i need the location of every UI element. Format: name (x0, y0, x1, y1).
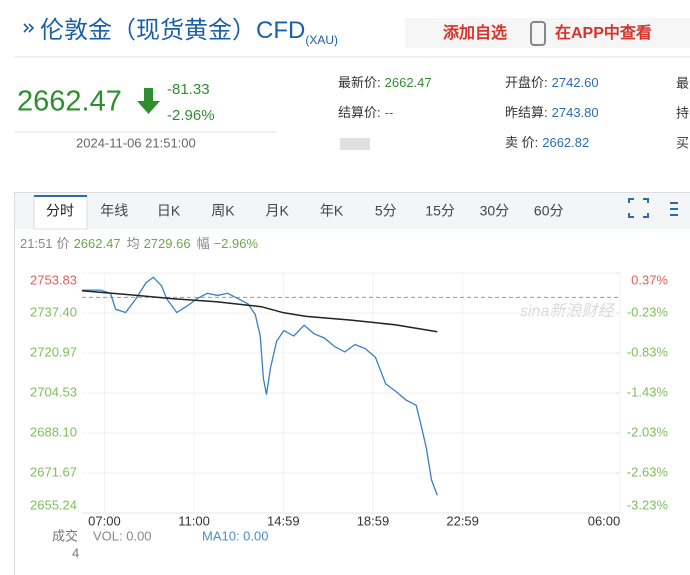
field: 昨结算: 2743.80 (505, 105, 599, 120)
chart-panel (14, 192, 690, 575)
down-arrow (137, 88, 160, 114)
field: 最新价: 2662.47 (338, 75, 432, 90)
x-tick-label: 22:59 (446, 513, 479, 528)
tab[interactable]: 年线 (100, 203, 128, 219)
info-value: −2.96% (214, 236, 259, 251)
field-value: 2662.82 (542, 135, 589, 150)
y-tick-label: 2720.97 (30, 344, 77, 359)
y2-tick-label: -1.43% (627, 384, 669, 399)
price-line (82, 276, 438, 496)
header-bar (405, 18, 690, 48)
field: 开盘价: 2742.60 (505, 75, 599, 90)
tab[interactable]: 5分 (375, 203, 397, 219)
watermark: sina新浪财经 (520, 302, 615, 320)
y-tick-label: 2753.83 (30, 272, 77, 287)
title-code: (XAU) (305, 33, 338, 47)
tab[interactable]: 日K (157, 203, 181, 219)
field-label: 卖 价: (505, 135, 538, 150)
field-value: 2743.80 (552, 105, 599, 120)
field-label: 最 (676, 75, 689, 90)
y2-tick-label: -3.23% (627, 497, 669, 512)
field-label: 买 (676, 135, 689, 150)
add-watchlist[interactable]: 添加自选 (443, 23, 507, 42)
price-line (81, 290, 438, 333)
chevron-icon (23, 23, 35, 33)
y-tick-label: 2688.10 (30, 424, 77, 439)
field-label: 持 (676, 105, 689, 120)
info-value: 2662.47 (74, 236, 121, 251)
x-tick-label: 07:00 (88, 513, 121, 528)
tab[interactable]: 年K (320, 203, 344, 219)
menu-icon[interactable] (670, 202, 678, 216)
x-tick-label: 06:00 (588, 513, 621, 528)
active-tab (33, 195, 88, 230)
field: 结算价: -- (338, 105, 393, 120)
title: 伦敦金（现货黄金）CFD(XAU) (40, 17, 338, 47)
field-label: 昨结算: (505, 105, 548, 120)
field-value: -- (385, 105, 394, 120)
y2-tick-label: -2.63% (627, 464, 669, 479)
field: 卖 价: 2662.82 (505, 135, 589, 150)
field-value: 2742.60 (552, 75, 599, 90)
fullscreen-icon[interactable] (628, 198, 649, 218)
blurred-field (340, 138, 370, 150)
price: 2662.47 (17, 86, 122, 118)
y2-tick-label: -0.83% (627, 344, 669, 359)
volume-ma: MA10: 0.00 (202, 528, 269, 543)
y-tick-label: 2655.24 (30, 497, 77, 512)
info-label: 价 (57, 236, 70, 251)
y-tick-label: 2671.67 (30, 464, 77, 479)
y2-tick-label: -2.03% (627, 424, 669, 439)
y2-tick-label: -0.23% (627, 304, 669, 319)
tab[interactable]: 60分 (534, 203, 564, 219)
info-value: 2729.66 (144, 236, 191, 251)
change-pct: -2.96% (167, 107, 215, 124)
info-line: 21:51 价 2662.47 均 2729.66 幅 −2.96% (20, 236, 258, 251)
field-label: 结算价: (338, 105, 381, 120)
field-value: 2662.47 (385, 75, 432, 90)
tab[interactable]: 30分 (480, 203, 510, 219)
info-label: 均 (127, 236, 140, 251)
field-label: 开盘价: (505, 75, 548, 90)
title-text: 伦敦金（现货黄金）CFD (40, 17, 305, 44)
tab[interactable]: 月K (266, 203, 290, 219)
x-tick-label: 14:59 (267, 513, 300, 528)
volume-count: 4 (72, 545, 79, 560)
tab[interactable]: 分时 (46, 203, 74, 219)
tab[interactable]: 15分 (425, 203, 455, 219)
quote-time: 2024-11-06 21:51:00 (76, 135, 196, 150)
y-tick-label: 2737.40 (30, 304, 77, 319)
info-time: 21:51 (20, 236, 53, 251)
open-app[interactable]: 在APP中查看 (555, 23, 652, 42)
x-tick-label: 18:59 (357, 513, 390, 528)
volume-vol: VOL: 0.00 (93, 528, 152, 543)
x-tick-label: 11:00 (178, 513, 210, 528)
volume-label: 成交 (52, 528, 78, 543)
change: -81.33 (167, 81, 210, 98)
tab-bar (15, 193, 690, 229)
field-label: 最新价: (338, 75, 381, 90)
y2-tick-label: 0.37% (631, 272, 668, 287)
phone-icon (530, 21, 546, 46)
info-label: 幅 (197, 236, 210, 251)
tab[interactable]: 周K (211, 203, 235, 219)
y-tick-label: 2704.53 (30, 384, 77, 399)
